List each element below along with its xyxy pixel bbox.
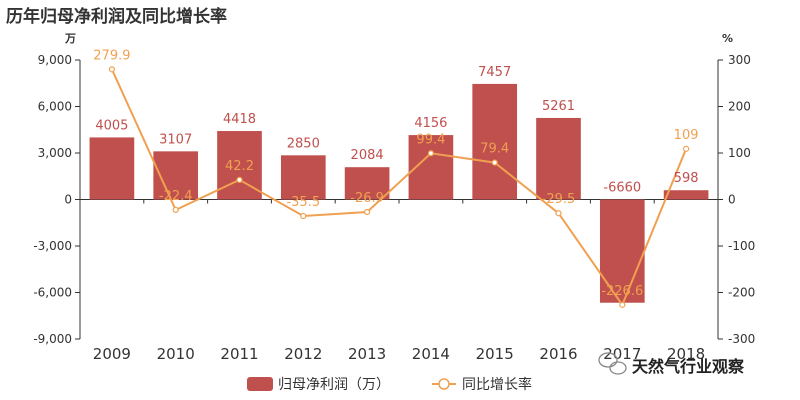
x-tick-label: 2016	[539, 345, 577, 363]
legend-line-label: 同比增长率	[462, 376, 532, 393]
y-right-tick-label: -200	[728, 286, 755, 300]
bar	[280, 155, 326, 200]
line-point	[172, 206, 179, 214]
bar	[472, 83, 518, 200]
line-point	[236, 176, 243, 183]
bar-series	[89, 83, 709, 303]
bar-value-label: -6660	[603, 181, 641, 196]
line-value-label: 99.4	[416, 132, 445, 147]
watermark-text: 天然气行业观察	[632, 357, 745, 376]
x-tick-label: 2010	[157, 345, 195, 363]
wechat-icon	[598, 352, 627, 375]
line-series	[108, 66, 690, 308]
legend-bar-label: 归母净利润（万）	[278, 376, 390, 393]
x-tick-label: 2014	[412, 345, 450, 363]
y-right-tick-label: 300	[728, 53, 751, 67]
line-point	[619, 301, 626, 308]
line-value-label: -22.4	[159, 189, 193, 204]
x-tick-label: 2018	[667, 345, 705, 363]
bar-value-label: 7457	[478, 65, 511, 80]
legend-line-marker	[438, 378, 450, 390]
line-point	[555, 210, 562, 217]
bar	[663, 190, 709, 200]
line-point	[108, 66, 116, 73]
y-left-tick-label: 0	[64, 193, 72, 207]
line-value-label: -35.5	[286, 195, 320, 210]
data-labels: 4005 3107 4418 2850 2084 4156 7457 5261 -6660 598…	[93, 48, 698, 299]
line-point	[364, 208, 371, 216]
line-point	[682, 145, 690, 152]
y-right-unit: %	[722, 32, 733, 45]
y-left-tick-label: -6,000	[33, 286, 72, 300]
axes: 9,000 6,000 3,000 0 -3,000 -6,000 -9,000 万 300 20…	[33, 32, 755, 363]
x-tick-label: 2015	[476, 345, 514, 363]
y-left-tick-label: -9,000	[33, 332, 72, 346]
bar	[599, 199, 645, 303]
line-point	[427, 150, 434, 157]
chart-title: 历年归母净利润及同比增长率	[6, 7, 227, 27]
y-left-tick-label: 6,000	[38, 100, 72, 114]
bar-value-label: 2850	[287, 136, 320, 151]
bar-value-label: 2084	[351, 148, 384, 163]
bar-value-label: 4418	[223, 112, 256, 127]
bar-value-label: 3107	[159, 132, 192, 147]
y-right-tick-label: -300	[728, 332, 755, 346]
bar-value-label: 4156	[414, 116, 447, 131]
line-value-label: -26.9	[350, 191, 384, 206]
line-value-label: -226.6	[601, 284, 643, 299]
wechat-icon-bubble-left	[598, 352, 618, 368]
bar	[344, 167, 390, 200]
bar	[89, 137, 135, 200]
y-left-tick-label: -3,000	[33, 239, 72, 253]
line-point	[300, 212, 307, 220]
y-right-tick-label: 100	[728, 146, 751, 160]
x-tick-label: 2009	[93, 345, 131, 363]
y-left-unit: 万	[64, 32, 76, 45]
x-tick-label: 2012	[284, 345, 322, 363]
bar-value-label: 5261	[542, 99, 575, 114]
legend-bar-swatch	[247, 377, 273, 391]
wechat-icon-bubble-right	[609, 361, 627, 375]
bar-value-label: 598	[674, 171, 699, 186]
line-value-label: -29.5	[542, 192, 576, 207]
legend: 归母净利润（万） 同比增长率	[247, 376, 532, 393]
line-value-label: 109	[674, 128, 699, 143]
growth-line	[110, 68, 688, 307]
y-left-tick-label: 3,000	[38, 146, 72, 160]
x-tick-label: 2011	[220, 345, 258, 363]
line-value-label: 42.2	[225, 159, 254, 174]
y-right-tick-label: 200	[728, 100, 751, 114]
y-right-tick-label: -100	[728, 239, 755, 253]
x-tick-label: 2017	[603, 345, 641, 363]
y-left-tick-label: 9,000	[38, 53, 72, 67]
y-right-tick-label: 0	[728, 193, 736, 207]
line-point	[491, 159, 498, 166]
watermark: 天然气行业观察	[598, 352, 745, 376]
x-tick-label: 2013	[348, 345, 386, 363]
line-value-label: 279.9	[93, 48, 130, 63]
bar	[536, 117, 581, 200]
bar-value-label: 4005	[95, 118, 128, 133]
line-value-label: 79.4	[480, 142, 509, 157]
